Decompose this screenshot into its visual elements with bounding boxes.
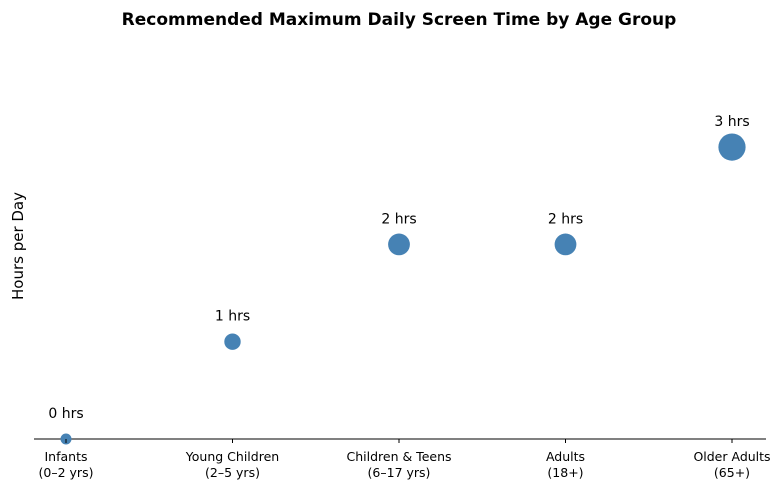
chart-title: Recommended Maximum Daily Screen Time by…	[122, 10, 677, 30]
x-tick-label: Older Adults	[693, 449, 770, 464]
x-tick-label: Children & Teens	[346, 449, 451, 464]
x-tick-labels: Infants(0–2 yrs) Young Children(2–5 yrs) C…	[39, 439, 771, 480]
data-point	[388, 233, 410, 256]
x-tick-label: (6–17 yrs)	[368, 465, 431, 480]
data-point	[718, 133, 746, 161]
data-point	[554, 233, 577, 256]
data-label: 2 hrs	[548, 211, 583, 227]
data-label: 1 hrs	[215, 309, 250, 325]
y-axis-label: Hours per Day	[9, 192, 27, 300]
data-label: 2 hrs	[381, 211, 416, 227]
data-label: 0 hrs	[48, 406, 83, 422]
data-point	[224, 333, 241, 350]
x-tick-label: (0–2 yrs)	[39, 465, 94, 480]
data-label: 3 hrs	[714, 114, 749, 130]
scatter-marks: 0 hrs 1 hrs 2 hrs 2 hrs 3 hrs	[48, 114, 750, 445]
x-tick-label: Young Children	[185, 449, 279, 464]
x-tick-label: (65+)	[714, 465, 750, 480]
x-tick-label: (18+)	[547, 465, 583, 480]
x-tick-label: (2–5 yrs)	[205, 465, 260, 480]
x-tick-label: Infants	[44, 449, 87, 464]
x-tick-label: Adults	[546, 449, 585, 464]
